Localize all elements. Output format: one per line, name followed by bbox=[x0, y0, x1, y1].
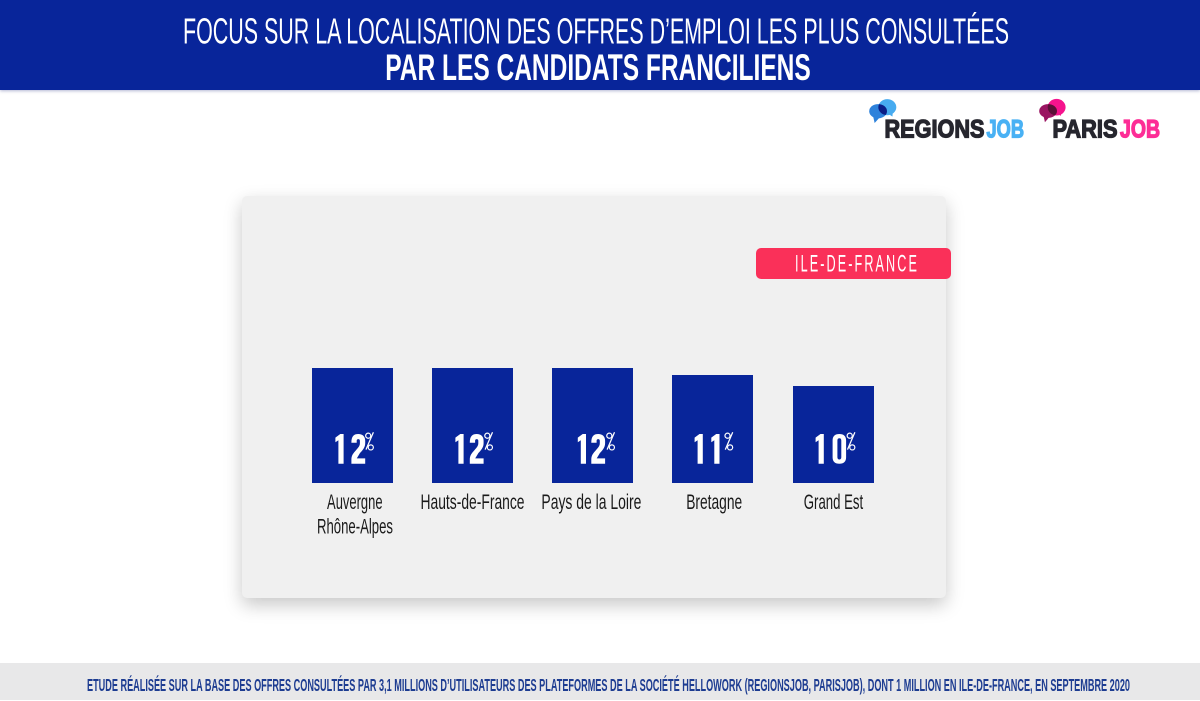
svg-text:PARIS: PARIS bbox=[1053, 116, 1118, 144]
svg-text:Grand Est: Grand Est bbox=[804, 491, 864, 514]
svg-text:Bretagne: Bretagne bbox=[686, 491, 742, 514]
svg-text:FOCUS SUR LA LOCALISATION DES: FOCUS SUR LA LOCALISATION DES OFFRES D’E… bbox=[183, 11, 1009, 52]
svg-text:Pays de la Loire: Pays de la Loire bbox=[541, 491, 641, 514]
svg-text:Rhône-Alpes: Rhône-Alpes bbox=[317, 516, 393, 539]
svg-text:PAR LES CANDIDATS FRANCILIENS: PAR LES CANDIDATS FRANCILIENS bbox=[385, 47, 811, 88]
svg-text:Auvergne: Auvergne bbox=[327, 491, 383, 514]
svg-text:ETUDE RÉALISÉE SUR LA BASE DES: ETUDE RÉALISÉE SUR LA BASE DES OFFRES CO… bbox=[87, 675, 1130, 695]
svg-text:ILE-DE-FRANCE: ILE-DE-FRANCE bbox=[795, 251, 919, 278]
svg-text:JOB: JOB bbox=[1120, 116, 1160, 144]
svg-text:Hauts-de-France: Hauts-de-France bbox=[421, 491, 525, 514]
svg-text:REGIONS: REGIONS bbox=[885, 116, 985, 144]
svg-text:JOB: JOB bbox=[987, 116, 1025, 144]
